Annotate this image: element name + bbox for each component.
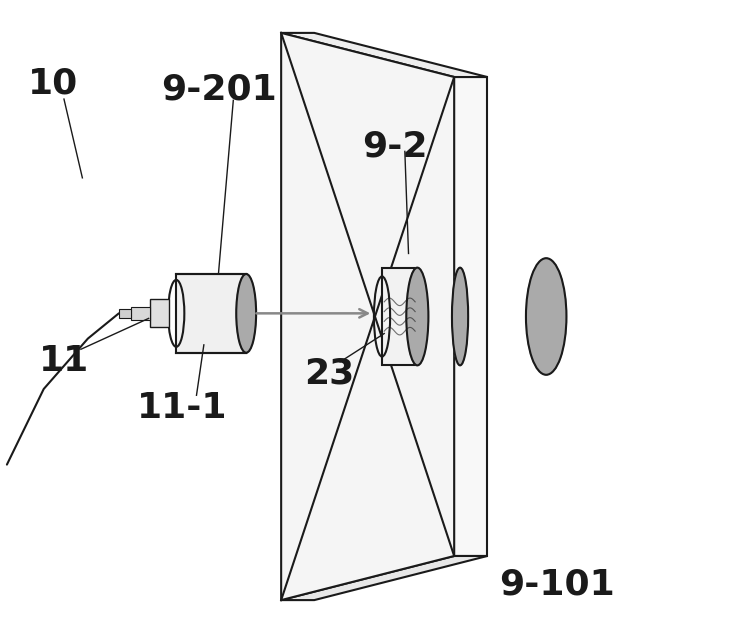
Ellipse shape bbox=[452, 268, 468, 365]
Polygon shape bbox=[281, 33, 487, 77]
Bar bbox=[151, 299, 169, 327]
Polygon shape bbox=[281, 556, 487, 600]
Text: 11: 11 bbox=[39, 344, 89, 378]
Bar bbox=[131, 307, 151, 320]
Text: 10: 10 bbox=[28, 66, 78, 100]
Text: 23: 23 bbox=[304, 356, 354, 390]
Ellipse shape bbox=[406, 268, 429, 365]
Text: 9-101: 9-101 bbox=[500, 567, 615, 601]
Polygon shape bbox=[281, 33, 454, 600]
Text: 9-2: 9-2 bbox=[363, 129, 428, 163]
Bar bbox=[382, 268, 418, 365]
Ellipse shape bbox=[236, 274, 256, 353]
Polygon shape bbox=[454, 77, 487, 556]
Text: 9-201: 9-201 bbox=[160, 73, 276, 106]
Ellipse shape bbox=[526, 258, 566, 375]
Text: 11-1: 11-1 bbox=[137, 391, 227, 425]
Bar bbox=[119, 309, 131, 318]
Bar bbox=[176, 274, 246, 353]
